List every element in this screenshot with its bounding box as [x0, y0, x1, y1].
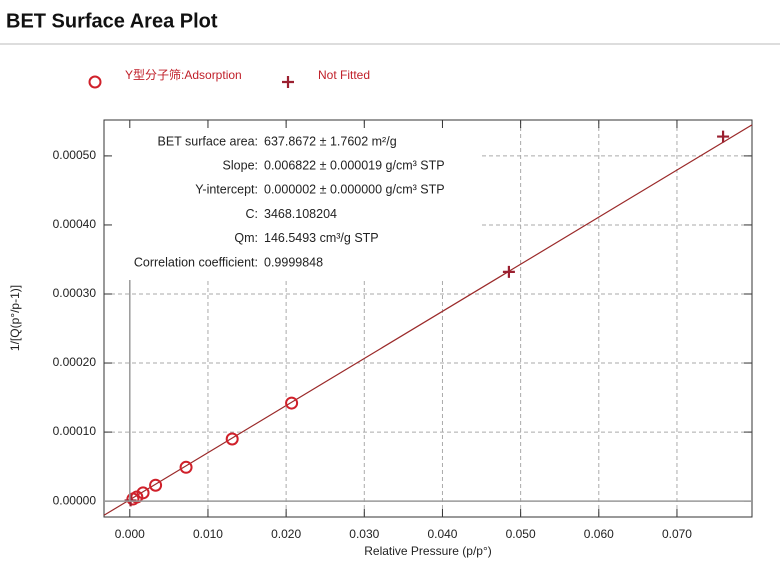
- y-tick-label: 0.00040: [53, 217, 97, 231]
- stat-label: Qm:: [234, 231, 258, 245]
- stat-label: Correlation coefficient:: [134, 255, 258, 269]
- data-point: [285, 396, 299, 410]
- stat-value: 146.5493 cm³/g STP: [264, 231, 379, 245]
- chart-title: BET Surface Area Plot: [6, 10, 218, 32]
- y-tick-label: 0.00010: [53, 424, 97, 438]
- x-tick-label: 0.040: [427, 527, 457, 541]
- stat-label: BET surface area:: [157, 134, 258, 148]
- data-point: [136, 486, 150, 500]
- legend-label: Not Fitted: [318, 68, 370, 82]
- stat-value: 0.000002 ± 0.000000 g/cm³ STP: [264, 183, 445, 197]
- legend-marker: [282, 76, 294, 88]
- x-tick-label: 0.070: [662, 527, 692, 541]
- y-tick-label: 0.00020: [53, 355, 97, 369]
- legend-marker: [88, 75, 102, 89]
- stat-value: 0.006822 ± 0.000019 g/cm³ STP: [264, 158, 445, 172]
- y-axis-label: 1/[Q(p°/p-1)]: [8, 285, 22, 351]
- stat-value: 0.9999848: [264, 255, 323, 269]
- data-point: [717, 130, 730, 143]
- data-point: [502, 265, 515, 278]
- x-tick-label: 0.060: [584, 527, 614, 541]
- x-tick-label: 0.050: [506, 527, 536, 541]
- y-tick-label: 0.00030: [53, 286, 97, 300]
- x-tick-label: 0.020: [271, 527, 301, 541]
- x-tick-label: 0.000: [115, 527, 145, 541]
- marks: [103, 124, 753, 516]
- stat-label: Slope:: [223, 158, 258, 172]
- stats-background: [110, 124, 480, 278]
- data-point: [179, 460, 193, 474]
- data-point: [225, 432, 239, 446]
- stat-value: 637.8672 ± 1.7602 m²/g: [264, 134, 397, 148]
- stat-label: Y-intercept:: [195, 183, 258, 197]
- stat-label: C:: [246, 207, 259, 221]
- fit-line: [103, 124, 753, 516]
- x-axis-label: Relative Pressure (p/p°): [364, 544, 492, 558]
- x-tick-label: 0.010: [193, 527, 223, 541]
- data-point: [149, 478, 163, 492]
- y-tick-label: 0.00050: [53, 148, 97, 162]
- stat-value: 3468.108204: [264, 207, 337, 221]
- x-tick-label: 0.030: [349, 527, 379, 541]
- legend-label: Y型分子筛:Adsorption: [125, 67, 242, 82]
- y-tick-label: 0.00000: [53, 493, 97, 507]
